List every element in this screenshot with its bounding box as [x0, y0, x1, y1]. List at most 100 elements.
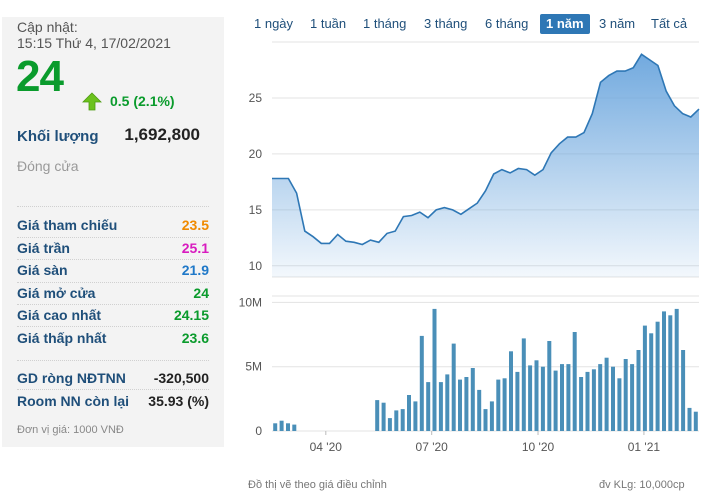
volume-bar [566, 364, 571, 431]
row-value: 25.1 [181, 240, 209, 256]
divider [17, 304, 209, 305]
volume-bar [681, 350, 686, 431]
volume-bar [458, 379, 462, 431]
volume-bar [585, 371, 590, 431]
volume-bar [528, 365, 533, 431]
row-value: 23.6 [181, 330, 209, 346]
row-value: 23.5 [181, 217, 209, 233]
volume-bars [273, 308, 698, 431]
volume-bar [649, 333, 654, 431]
volume-bar [438, 382, 443, 431]
volume-bar [413, 401, 418, 431]
divider [17, 237, 209, 238]
stock-info-panel [2, 17, 224, 447]
price-axis-labels: 10 15 20 25 [249, 91, 263, 273]
volume-bar [407, 395, 411, 431]
x-tick-label: 10 '20 [522, 440, 555, 454]
range-3-months[interactable]: 3 tháng [424, 16, 468, 31]
volume-label: Khối lượng [17, 128, 99, 145]
volume-bar [515, 371, 520, 431]
range-3-years[interactable]: 3 năm [599, 16, 636, 31]
volume-tick-label: 10M [239, 295, 262, 309]
range-1-month[interactable]: 1 tháng [363, 16, 407, 31]
volume-bar [674, 308, 679, 431]
price-change: 0.5 (2.1%) [110, 93, 175, 109]
row-label: Giá tham chiếu [17, 217, 118, 233]
volume-bar [617, 378, 622, 431]
volume-bar [604, 357, 609, 431]
volume-bar [502, 378, 507, 431]
volume-bar [394, 410, 399, 431]
range-all[interactable]: Tất cả [651, 16, 688, 31]
price-tick-label: 25 [249, 91, 263, 105]
row-label: Giá cao nhất [17, 307, 102, 323]
volume-bar [572, 332, 577, 431]
volume-bar [496, 379, 501, 431]
price-tick-label: 15 [249, 203, 263, 217]
divider [17, 259, 209, 260]
volume-bar [381, 402, 386, 431]
x-tick-label: 07 '20 [416, 440, 449, 454]
volume-bar [387, 418, 392, 431]
volume-bar [553, 370, 558, 431]
range-1-year[interactable]: 1 năm [540, 14, 590, 34]
volume-bar [375, 400, 380, 431]
volume-bar [687, 407, 692, 431]
price-unit-note: Đơn vị giá: 1000 VNĐ [17, 424, 124, 436]
row-label: Giá mở cửa [17, 285, 96, 301]
range-1-day[interactable]: 1 ngày [254, 16, 294, 31]
row-label: Giá sàn [17, 262, 68, 278]
price-area-fill [272, 54, 699, 277]
volume-bar [630, 364, 635, 431]
volume-bar [540, 366, 545, 431]
volume-bar [483, 409, 488, 431]
volume-bar [662, 311, 666, 431]
volume-bar [668, 315, 673, 431]
volume-tick-label: 5M [245, 360, 262, 374]
volume-unit-note: đv KLg: 10,000cp [599, 479, 685, 491]
range-6-months[interactable]: 6 tháng [485, 16, 529, 31]
volume-bar [591, 369, 596, 431]
volume-bar [426, 382, 431, 431]
price-tick-label: 20 [249, 147, 263, 161]
volume-bar [560, 364, 564, 431]
up-arrow-icon [82, 92, 102, 111]
volume-bar [432, 308, 437, 431]
row-value: -320,500 [153, 370, 209, 386]
divider [17, 389, 209, 390]
close-status: Đóng cửa [17, 158, 79, 174]
row-label: Giá thấp nhất [17, 330, 107, 346]
volume-bar [451, 343, 456, 431]
volume-bar [419, 335, 424, 431]
volume-bar [273, 423, 278, 431]
volume-axis-labels: 0 5M 10M [239, 295, 263, 438]
volume-bar [623, 359, 628, 431]
volume-bar [579, 377, 584, 431]
volume-bar [286, 423, 290, 431]
update-time: 15:15 Thứ 4, 17/02/2021 [17, 35, 171, 51]
row-label: Giá trần [17, 240, 70, 256]
volume-bar [470, 368, 475, 431]
divider [17, 360, 209, 361]
price-area [272, 53, 700, 277]
volume-bar [521, 338, 526, 431]
volume-bar [464, 377, 469, 431]
divider [17, 282, 209, 283]
x-tick-label: 04 '20 [310, 440, 343, 454]
divider [17, 206, 209, 207]
divider [17, 326, 209, 327]
volume-bar [611, 366, 615, 431]
volume-bar [477, 389, 482, 431]
volume-bar [693, 411, 698, 431]
update-label: Cập nhật: [17, 19, 78, 35]
range-1-week[interactable]: 1 tuần [310, 16, 347, 31]
volume-bar [292, 424, 297, 431]
current-price: 24 [16, 52, 64, 101]
volume-bar [547, 341, 552, 431]
volume-bar [509, 351, 513, 431]
price-line [272, 53, 700, 246]
volume-bar [636, 350, 641, 431]
volume-bar [489, 401, 494, 431]
x-axis-labels: 04 '20 07 '20 10 '20 01 '21 [310, 431, 660, 454]
